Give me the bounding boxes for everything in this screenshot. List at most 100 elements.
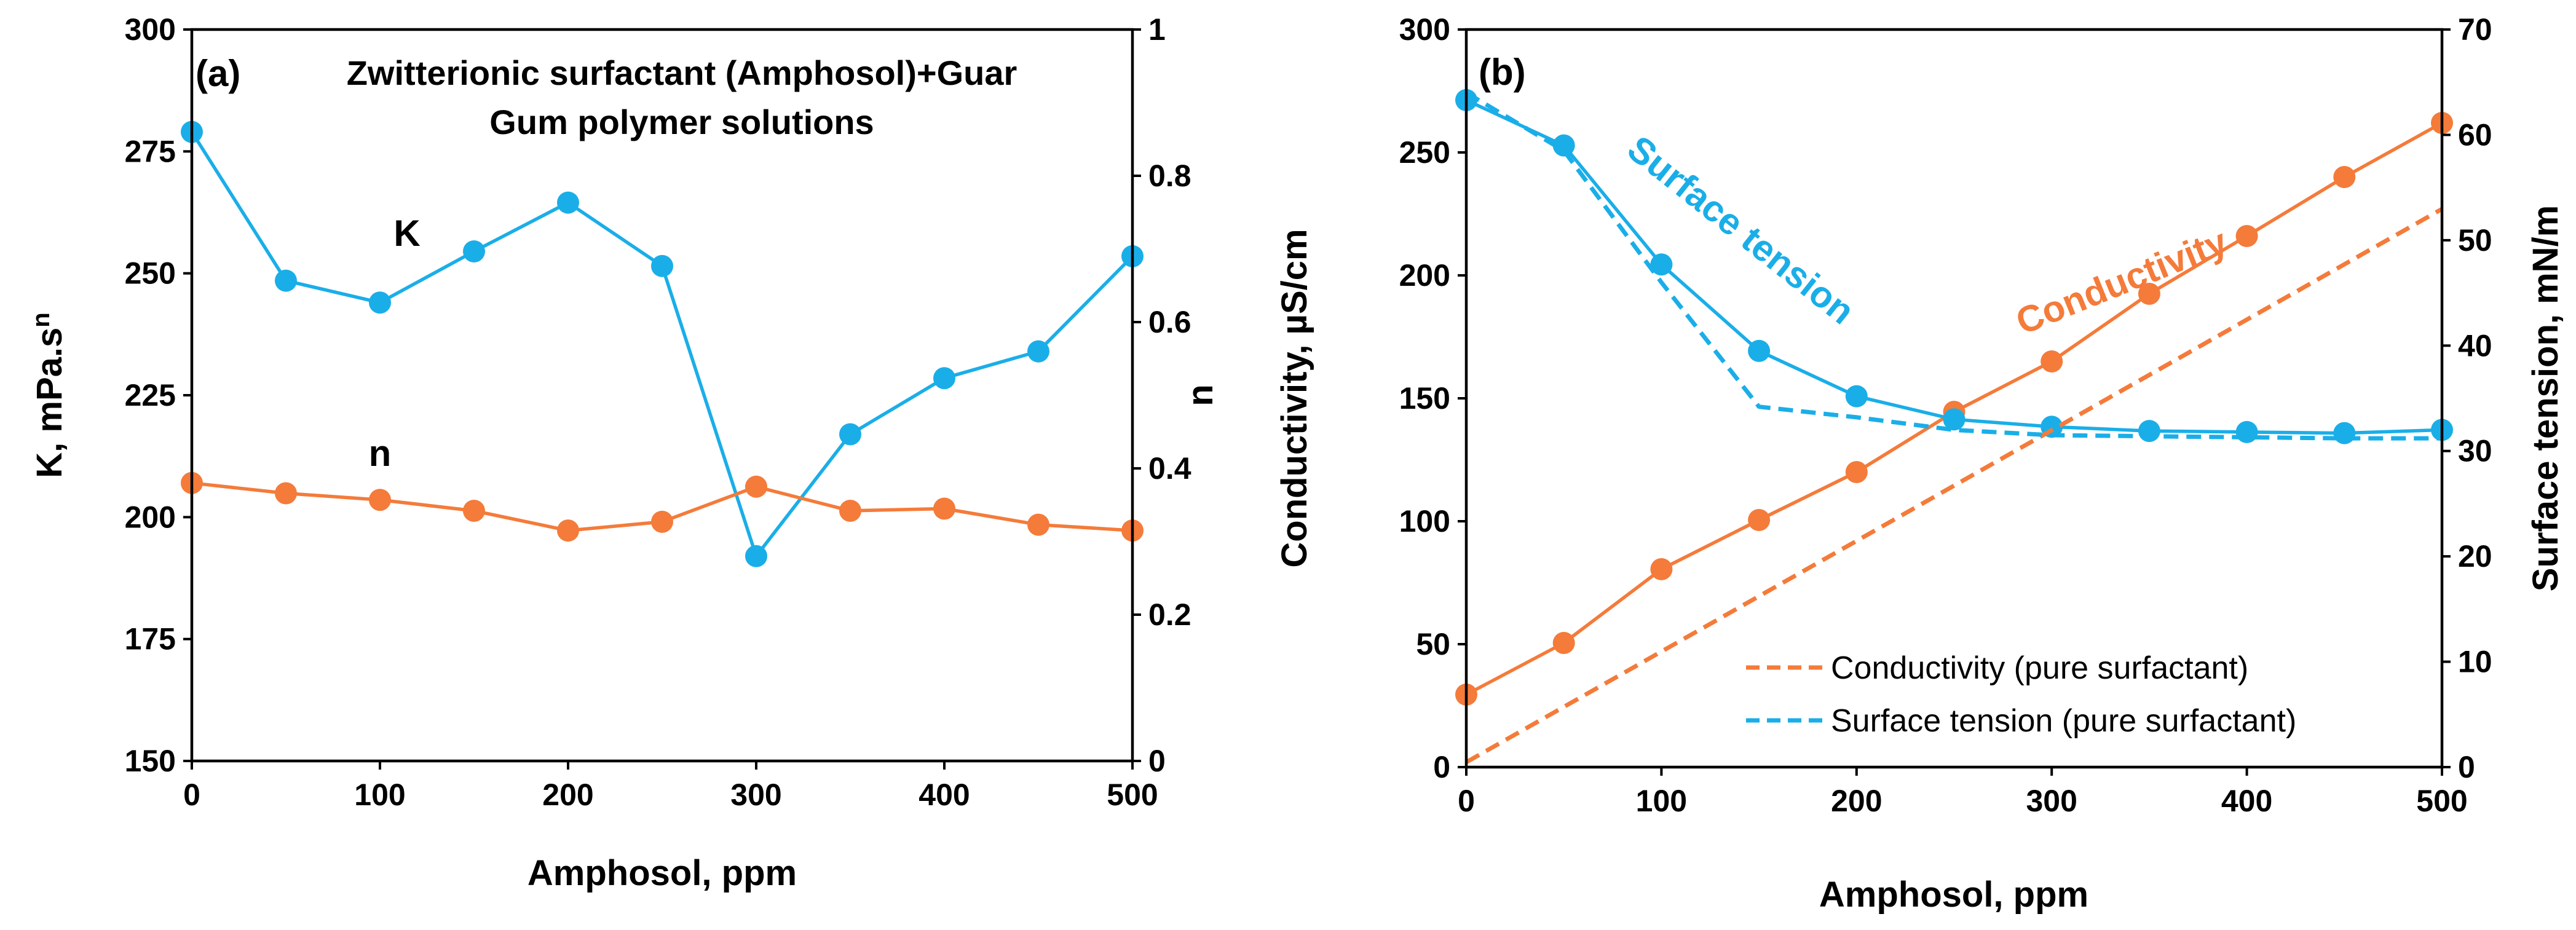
y-axis-title-right-a: n — [1180, 384, 1220, 406]
data-point-a-k-3 — [463, 240, 485, 262]
data-point-b-surface-tension-3 — [1748, 339, 1771, 362]
y-left-tick-label-a-0: 150 — [125, 744, 176, 778]
y-right-tick-label-b-7: 70 — [2458, 12, 2492, 47]
data-point-b-surface-tension-4 — [1845, 385, 1868, 408]
y-axis-title-left-a-sup: n — [28, 312, 55, 327]
series-label-K: K — [393, 213, 420, 254]
data-point-b-conductivity-2 — [1650, 558, 1673, 580]
x-tick-label-a-5: 500 — [1107, 778, 1158, 812]
x-tick-label-a-3: 300 — [730, 778, 781, 812]
x-tick-label-a-4: 400 — [919, 778, 970, 812]
data-point-a-k-6 — [745, 545, 767, 567]
y-axis-title-left-a: K, mPa.sn — [28, 312, 69, 478]
x-tick-label-b-2: 200 — [1831, 784, 1882, 818]
data-point-a-n-7 — [839, 500, 861, 522]
data-point-a-k-1 — [275, 269, 297, 292]
data-point-b-conductivity-1 — [1552, 632, 1575, 654]
data-point-a-n-3 — [463, 500, 485, 522]
data-point-a-n-9 — [1027, 513, 1049, 536]
y-left-tick-label-b-2: 100 — [1399, 504, 1450, 538]
y-axis-title-left-a-main: K, mPa.s — [30, 328, 69, 478]
data-point-a-n-8 — [933, 497, 955, 520]
y-right-tick-label-b-3: 30 — [2458, 434, 2492, 468]
chart-panel-b: 0 100 200 300 400 500050100150200250300010203… — [1274, 12, 2566, 915]
plot-frame-b — [1464, 28, 2444, 769]
panel-label-a: (a) — [196, 53, 240, 94]
chart-title-a-line-2: Gum polymer solutions — [489, 103, 874, 141]
y-left-tick-label-a-4: 250 — [125, 256, 176, 291]
series-layer-b — [1455, 89, 2453, 765]
data-point-a-k-4 — [557, 191, 579, 214]
data-point-b-surface-tension-9 — [2333, 422, 2356, 444]
data-point-b-conductivity-6 — [2041, 350, 2063, 372]
annotation-surface-tension: Surface tension — [1620, 128, 1862, 333]
y-left-tick-label-b-6: 300 — [1399, 12, 1450, 47]
ticks-a: 0 100 200 300 400 500 150 175 200 225 250 275 300 0 0.… — [125, 12, 1191, 812]
data-point-b-conductivity-7 — [2138, 283, 2160, 305]
legend-label-conductivity-pure: Conductivity (pure surfactant) — [1831, 650, 2248, 686]
data-point-b-surface-tension-1 — [1552, 134, 1575, 157]
x-tick-label-a-0: 0 — [183, 778, 200, 812]
legend-label-surface-tension-pure: Surface tension (pure surfactant) — [1831, 703, 2296, 739]
y-left-tick-label-a-3: 225 — [125, 378, 176, 412]
x-tick-label-b-3: 300 — [2026, 784, 2077, 818]
y-left-tick-label-a-2: 200 — [125, 500, 176, 534]
x-axis-title-a: Amphosol, ppm — [527, 853, 797, 893]
y-right-tick-label-a-4: 0.8 — [1148, 159, 1191, 193]
data-point-a-k-2 — [369, 291, 391, 314]
data-point-a-n-5 — [651, 510, 673, 533]
series-layer-a — [181, 120, 1144, 567]
y-axis-title-left-b: Conductivity, µS/cm — [1274, 229, 1314, 567]
plot-frame-a — [190, 28, 1134, 763]
y-left-tick-label-b-3: 150 — [1399, 381, 1450, 416]
y-right-tick-label-b-4: 40 — [2458, 328, 2492, 363]
y-right-tick-label-b-5: 50 — [2458, 223, 2492, 258]
ticks-b: 0 100 200 300 400 500050100150200250300010203… — [1399, 12, 2492, 818]
y-left-tick-label-b-4: 200 — [1399, 258, 1450, 293]
y-right-tick-label-a-1: 0.2 — [1148, 597, 1191, 632]
data-point-b-conductivity-4 — [1845, 461, 1868, 483]
y-right-tick-label-a-3: 0.6 — [1148, 305, 1191, 339]
x-tick-label-b-1: 100 — [1636, 784, 1687, 818]
x-tick-label-b-5: 500 — [2416, 784, 2467, 818]
data-point-a-n-6 — [745, 475, 767, 498]
data-point-a-n-1 — [275, 482, 297, 505]
series-label-n: n — [369, 433, 392, 474]
y-left-tick-label-b-0: 0 — [1433, 750, 1450, 784]
x-axis-title-b: Amphosol, ppm — [1819, 875, 2088, 915]
y-left-tick-label-b-5: 250 — [1399, 135, 1450, 170]
y-right-tick-label-a-5: 1 — [1148, 12, 1166, 47]
data-point-b-surface-tension-2 — [1650, 253, 1673, 276]
data-point-a-n-4 — [557, 519, 579, 542]
series-line-a-k — [190, 131, 1134, 558]
chart-panel-a: 0 100 200 300 400 500 150 175 200 225 250 275 300 0 0.… — [28, 12, 1220, 893]
y-left-tick-label-a-5: 275 — [125, 134, 176, 168]
data-point-a-k-7 — [839, 423, 861, 446]
data-point-b-conductivity-3 — [1748, 509, 1771, 531]
y-right-tick-label-b-2: 20 — [2458, 539, 2492, 573]
data-point-a-k-9 — [1027, 340, 1049, 363]
legend-b: Conductivity (pure surfactant) Surface t… — [1746, 650, 2296, 739]
y-right-tick-label-b-0: 0 — [2458, 750, 2475, 784]
series-line-b-surface-tension-pure-surfactant — [1465, 90, 2442, 441]
annotation-conductivity: Conductivity — [2010, 221, 2234, 342]
chart-title-a-line-1: Zwitterionic surfactant (Amphosol)+Guar — [347, 53, 1017, 92]
y-right-tick-label-b-6: 60 — [2458, 117, 2492, 152]
series-line-b-conductivity-pure-surfactant — [1465, 207, 2443, 765]
data-point-b-surface-tension-7 — [2138, 420, 2160, 443]
y-axis-title-right-b: Surface tension, mN/m — [2526, 205, 2566, 591]
data-point-b-conductivity-8 — [2235, 225, 2258, 247]
y-right-tick-label-a-2: 0.4 — [1148, 451, 1191, 486]
y-left-tick-label-a-1: 175 — [125, 622, 176, 656]
panel-label-b: (b) — [1479, 52, 1526, 93]
series-line-b-surface-tension — [1465, 98, 2443, 435]
y-right-tick-label-a-0: 0 — [1148, 744, 1166, 778]
data-point-a-k-5 — [651, 254, 673, 277]
x-tick-label-b-4: 400 — [2221, 784, 2272, 818]
y-left-tick-label-b-1: 50 — [1416, 627, 1450, 661]
y-right-tick-label-b-1: 10 — [2458, 645, 2492, 679]
x-tick-label-b-0: 0 — [1458, 784, 1475, 818]
x-tick-label-a-1: 100 — [354, 778, 405, 812]
data-point-b-conductivity-9 — [2333, 166, 2356, 188]
